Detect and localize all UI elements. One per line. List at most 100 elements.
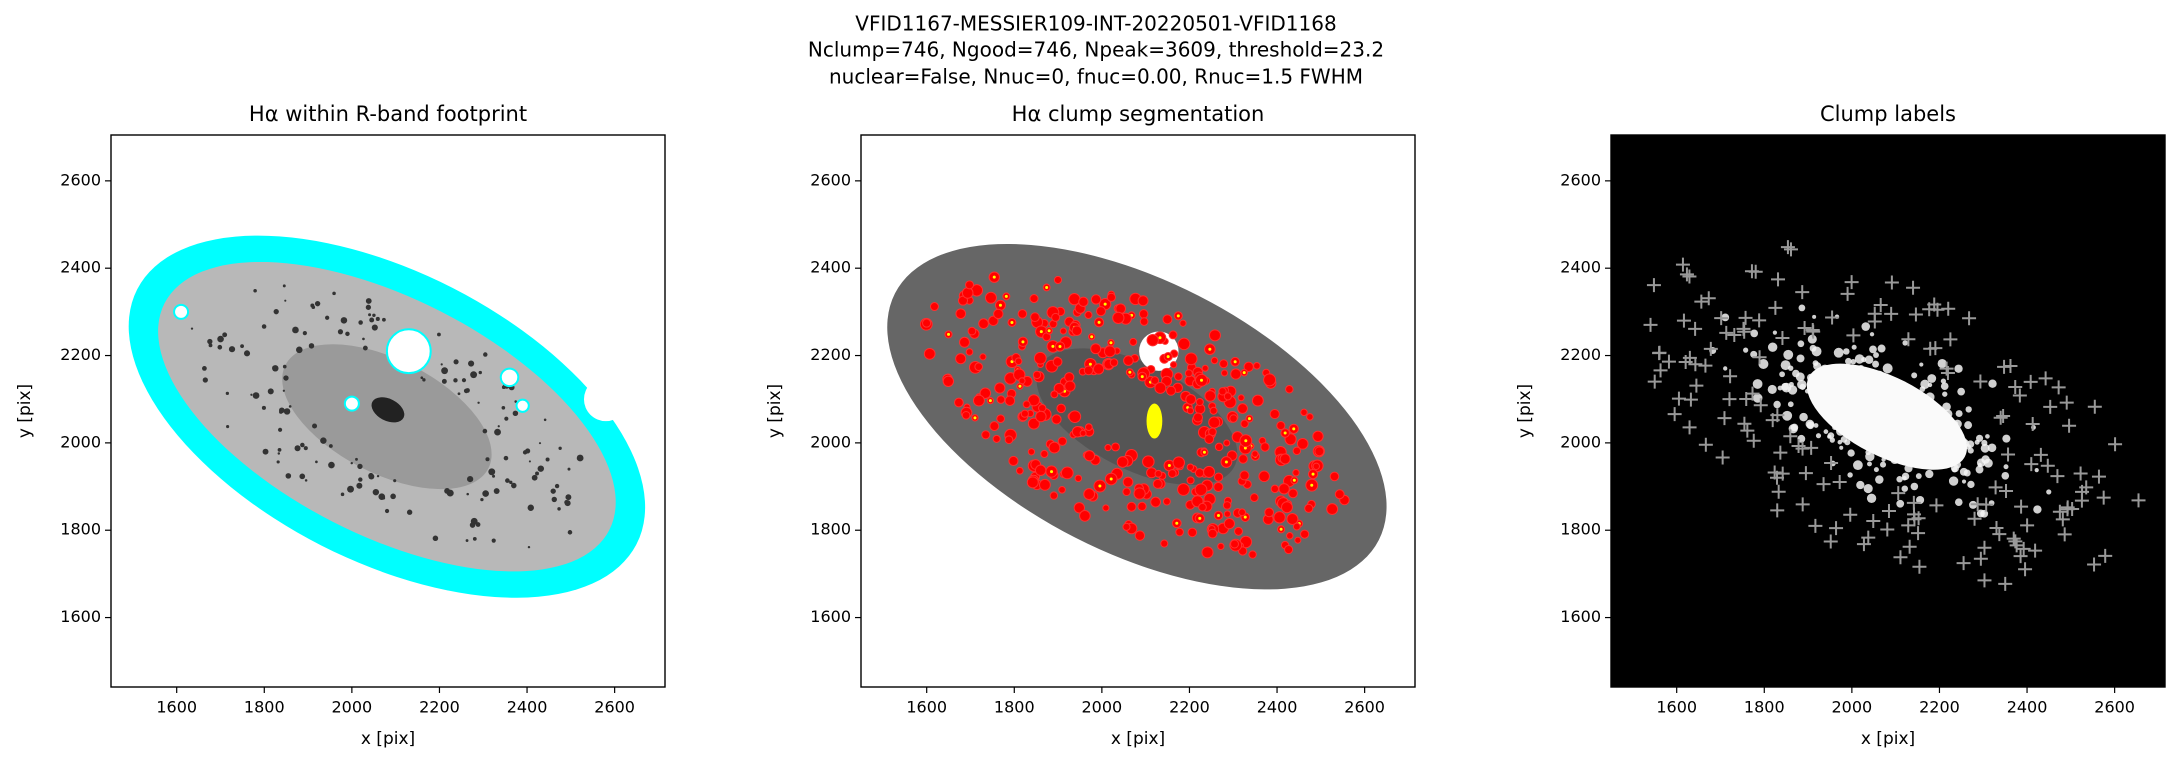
clump-marker bbox=[1771, 272, 1786, 287]
clump-marker bbox=[2001, 447, 2016, 462]
hii-region bbox=[332, 291, 336, 296]
x-axis-label: x [pix] bbox=[361, 729, 415, 749]
hii-region bbox=[393, 479, 397, 483]
clump-label bbox=[1896, 499, 1905, 508]
clump-marker bbox=[1752, 350, 1767, 365]
clump-peak bbox=[1047, 329, 1051, 333]
clump bbox=[979, 353, 987, 361]
hii-region bbox=[208, 343, 213, 348]
clump-label bbox=[1976, 434, 1984, 442]
hii-region bbox=[514, 400, 517, 403]
axes-frame bbox=[860, 134, 1416, 688]
clump-marker bbox=[1703, 341, 1718, 356]
clump bbox=[1300, 529, 1310, 539]
hii-region bbox=[567, 530, 573, 535]
clump-marker bbox=[1765, 413, 1780, 428]
clump-label bbox=[1812, 314, 1817, 319]
clump bbox=[1185, 393, 1197, 405]
clump-marker bbox=[1723, 369, 1738, 384]
hii-region bbox=[261, 405, 266, 410]
clump-peak bbox=[1233, 360, 1237, 364]
hii-region bbox=[311, 305, 316, 310]
clump-label bbox=[1861, 322, 1871, 331]
clump-label bbox=[1980, 443, 1990, 453]
clump bbox=[953, 397, 964, 408]
hii-region bbox=[477, 401, 480, 404]
hii-region bbox=[292, 326, 299, 334]
clump bbox=[923, 347, 936, 360]
hii-region bbox=[190, 327, 194, 330]
y-tick-label: 2200 bbox=[60, 345, 101, 364]
clump bbox=[1049, 491, 1059, 500]
clump-peak bbox=[1039, 330, 1043, 334]
hii-region bbox=[355, 457, 358, 461]
clump bbox=[1109, 358, 1119, 367]
hii-region bbox=[432, 535, 439, 542]
clump-peak bbox=[1243, 446, 1247, 450]
clump-marker bbox=[1911, 526, 1926, 541]
clump bbox=[1122, 522, 1131, 531]
hii-region bbox=[282, 389, 285, 392]
clump-label bbox=[1896, 476, 1903, 483]
clump-marker bbox=[1798, 466, 1813, 481]
clump-marker bbox=[1770, 503, 1785, 518]
hii-region bbox=[482, 428, 488, 434]
y-tick-label: 2000 bbox=[60, 432, 101, 451]
hii-region bbox=[505, 478, 510, 483]
y-tick-label: 1600 bbox=[1560, 607, 1601, 626]
hii-region bbox=[217, 335, 224, 343]
clump-label bbox=[1823, 429, 1829, 434]
clump-peak bbox=[947, 332, 951, 336]
clump bbox=[1162, 497, 1171, 506]
clump-label bbox=[1901, 485, 1908, 492]
clump-peak bbox=[973, 416, 977, 420]
hii-region bbox=[365, 304, 372, 310]
clump bbox=[1281, 501, 1293, 514]
hii-region bbox=[531, 474, 538, 481]
clump-label bbox=[1787, 401, 1794, 408]
hii-region bbox=[384, 508, 390, 514]
panel-title: Hα clump segmentation bbox=[1012, 102, 1265, 126]
clump bbox=[1312, 462, 1320, 471]
hii-region bbox=[207, 338, 213, 345]
clump-marker bbox=[2024, 457, 2039, 472]
clump bbox=[989, 421, 1000, 432]
clump-peak bbox=[1283, 431, 1287, 435]
clump-marker bbox=[2014, 499, 2029, 514]
clump bbox=[992, 434, 1001, 443]
clump-marker bbox=[2025, 416, 2040, 431]
hii-region bbox=[304, 479, 308, 482]
clump bbox=[1160, 539, 1169, 548]
clump bbox=[1051, 414, 1062, 425]
clump bbox=[994, 382, 1006, 394]
suptitle: nuclear=False, Nnuc=0, fnuc=0.00, Rnuc=1… bbox=[829, 65, 1363, 89]
clump bbox=[1056, 403, 1066, 414]
clump bbox=[1059, 327, 1067, 335]
clump bbox=[1053, 382, 1065, 394]
segmentation-inner bbox=[1036, 348, 1238, 485]
clump-marker bbox=[1740, 423, 1755, 438]
clump-label bbox=[2033, 505, 2042, 514]
clump-marker bbox=[1824, 455, 1839, 470]
clump-marker bbox=[1795, 441, 1810, 456]
hii-region bbox=[328, 461, 335, 469]
clump bbox=[1184, 352, 1198, 366]
clump-label bbox=[1813, 423, 1819, 428]
hii-region bbox=[325, 315, 330, 320]
clump bbox=[1102, 504, 1110, 512]
hii-region bbox=[567, 467, 571, 471]
clump bbox=[1027, 417, 1040, 430]
clump bbox=[1269, 408, 1280, 420]
clump-marker bbox=[1661, 354, 1676, 369]
clump bbox=[1194, 483, 1208, 497]
clump-marker bbox=[2074, 493, 2089, 508]
clump bbox=[1068, 292, 1081, 306]
hii-region bbox=[527, 504, 534, 511]
clump bbox=[1142, 455, 1155, 469]
hii-region bbox=[345, 331, 350, 337]
clump bbox=[1220, 369, 1229, 377]
clump bbox=[929, 302, 939, 312]
clump-marker bbox=[1694, 294, 1709, 309]
clump-marker bbox=[1943, 332, 1958, 347]
clump-marker bbox=[1808, 518, 1823, 533]
